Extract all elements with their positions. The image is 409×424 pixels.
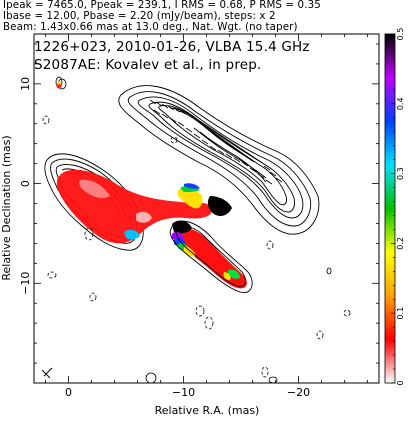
inner-jet-black-tip bbox=[207, 196, 232, 216]
polarization-ticks-outer bbox=[149, 99, 283, 185]
x-tick-label: 0 bbox=[65, 386, 72, 399]
colorbar-tick-label: 0.4 bbox=[396, 97, 405, 110]
negative-contours bbox=[42, 115, 351, 378]
header-line-2: Ibase = 12.00, Pbase = 2.20 (mJy/beam), … bbox=[3, 10, 276, 22]
colorbar-tick-label: 0.2 bbox=[396, 237, 405, 250]
header-line-3: Beam: 1.43x0.66 mas at 13.0 deg., Nat. W… bbox=[3, 21, 298, 33]
x-tick-label: −10 bbox=[172, 386, 195, 399]
knot-tip-green bbox=[228, 269, 240, 279]
knot-tip-yellow bbox=[223, 272, 231, 280]
colorbar-tick-label: 0.5 bbox=[396, 28, 405, 41]
y-tick-label: 10 bbox=[19, 77, 32, 91]
colorbar-tick-label: 0 bbox=[396, 380, 405, 385]
source-annotation-line-2: S2087AE: Kovalev et al., in prep. bbox=[34, 57, 262, 73]
inner-jet-pink-spot bbox=[136, 211, 152, 223]
outer-jet-contours bbox=[118, 85, 320, 235]
colorbar-ticks: 0 0.1 0.2 0.3 0.4 0.5 bbox=[391, 28, 405, 386]
y-tick-label: 0 bbox=[19, 180, 32, 187]
colorbar: 0 0.1 0.2 0.3 0.4 0.5 bbox=[384, 28, 405, 386]
inner-jet-cyan-rim bbox=[124, 229, 140, 240]
inner-jet-polarization bbox=[56, 169, 232, 244]
x-axis-label: Relative R.A. (mas) bbox=[155, 404, 260, 417]
inner-jet-yellow-band bbox=[178, 188, 203, 209]
knot-purple-band bbox=[172, 231, 184, 241]
colorbar-tick-label: 0.1 bbox=[396, 307, 405, 320]
top-left-source bbox=[55, 76, 63, 89]
x-tick-label: −20 bbox=[287, 386, 310, 399]
beam-marker bbox=[41, 367, 53, 379]
axes: 0 −10 −20 10 0 −10 bbox=[19, 34, 379, 399]
inner-jet-orange-patch bbox=[79, 179, 110, 199]
colorbar-tick-label: 0.3 bbox=[396, 167, 405, 180]
header-line-1: Ipeak = 7465.0, Ppeak = 239.1, I RMS = 0… bbox=[3, 0, 321, 11]
map-contents bbox=[41, 76, 351, 383]
source-annotation-line-1: 1226+023, 2010-01-26, VLBA 15.4 GHz bbox=[34, 39, 310, 55]
y-tick-label: −10 bbox=[19, 272, 32, 295]
y-axis-label: Relative Declination (mas) bbox=[0, 135, 13, 280]
colorbar-strip bbox=[384, 33, 396, 384]
inner-jet-blue-band bbox=[184, 183, 200, 189]
knot-contours bbox=[169, 220, 253, 294]
